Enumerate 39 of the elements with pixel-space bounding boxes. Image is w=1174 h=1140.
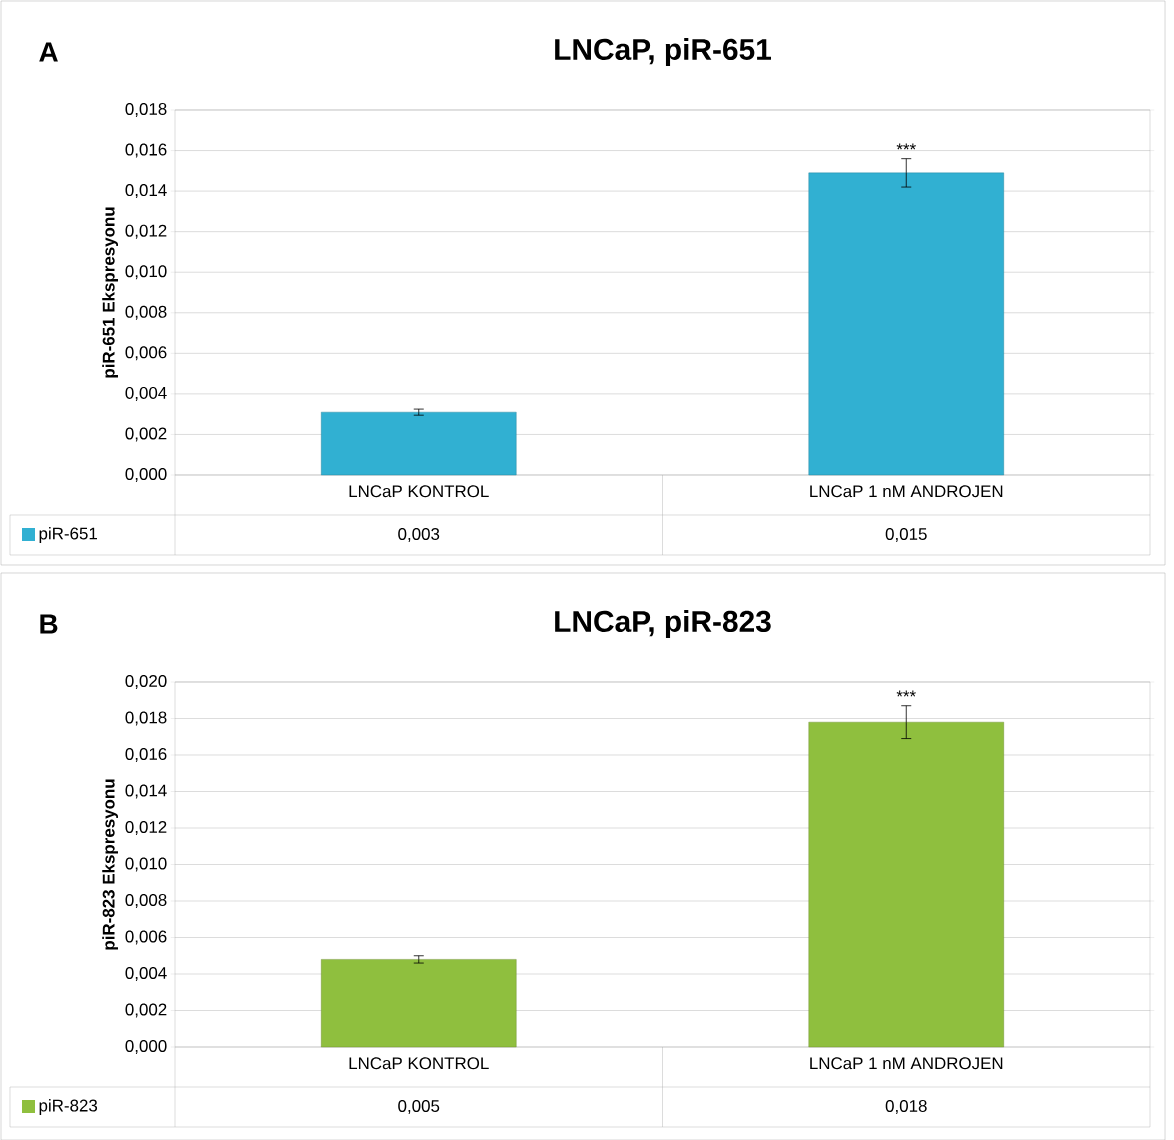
y-tick-label: 0,018: [125, 102, 167, 117]
data-label: 0,003: [398, 527, 440, 542]
y-tick-label: 0,016: [125, 143, 167, 158]
text: A: [39, 42, 58, 62]
y-tick-label: 0,006: [125, 930, 167, 945]
annotation: ***: [896, 690, 916, 697]
y-tick-label: 0,008: [125, 305, 167, 320]
y-axis-title: piR-823 Ekspresyonu: [102, 779, 119, 950]
y-tick-label: 0,012: [125, 224, 167, 239]
data-label: 0,018: [885, 1100, 927, 1114]
y-tick-label: 0,006: [125, 346, 167, 361]
legend-label: piR-651: [39, 527, 97, 543]
y-tick-label: 0,004: [125, 967, 167, 981]
y-tick-label: 0,002: [125, 1003, 167, 1018]
x-tick-label: LNCaP 1 nM ANDROJEN: [810, 1057, 1003, 1070]
y-tick-label: 0,002: [125, 427, 167, 442]
x-tick-label: LNCaP KONTROL: [349, 485, 489, 498]
y-tick-label: 0,004: [125, 386, 167, 401]
y-tick-label: 0,010: [125, 857, 167, 872]
y-tick-label: 0,016: [125, 748, 167, 762]
chart-title: LNCaP, piR-651: [555, 38, 771, 66]
data-label: 0,015: [885, 527, 927, 542]
y-tick-label: 0,010: [125, 265, 167, 280]
y-tick-label: 0,014: [125, 184, 167, 199]
data-label: 0,005: [398, 1100, 440, 1114]
y-tick-label: 0,018: [125, 711, 167, 726]
y-tick-label: 0,000: [125, 467, 167, 482]
y-tick-label: 0,008: [125, 894, 167, 908]
y-tick-label: 0,012: [125, 821, 167, 835]
x-tick-label: LNCaP KONTROL: [349, 1057, 489, 1070]
y-tick-label: 0,000: [125, 1040, 167, 1054]
chart-title: LNCaP, piR-823: [555, 610, 771, 638]
annotation: ***: [896, 143, 916, 150]
y-tick-label: 0,020: [125, 675, 167, 689]
y-axis-title: piR-651 Ekspresyonu: [102, 207, 119, 378]
legend-label: piR-823: [39, 1099, 98, 1115]
y-tick-label: 0,014: [125, 784, 167, 799]
text: B: [40, 614, 58, 634]
x-tick-label: LNCaP 1 nM ANDROJEN: [810, 485, 1003, 498]
